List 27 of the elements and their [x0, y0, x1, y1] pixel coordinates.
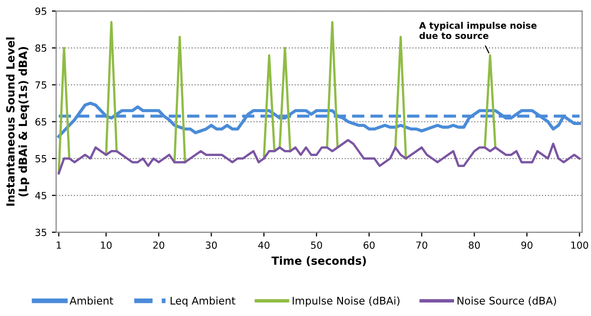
annotation: A typical impulse noise due to source: [419, 22, 537, 40]
legend-label: Noise Source (dBA): [458, 296, 556, 306]
x-tick-label: 80: [468, 241, 480, 249]
x-tick-label: 100: [571, 241, 588, 249]
x-tick-label: 70: [416, 241, 428, 249]
x-tick-label: 40: [258, 241, 270, 249]
x-tick-label: 90: [521, 241, 532, 249]
y-tick-label: 35: [35, 228, 46, 236]
x-axis-title: Time (seconds): [272, 256, 366, 266]
legend-label: Leq Ambient: [170, 296, 236, 307]
y-tick-label: 75: [36, 81, 46, 89]
legend-label: Impulse Noise (dBAi): [292, 296, 400, 307]
line-series: [57, 102, 582, 138]
line-series: [58, 138, 581, 174]
y-tick-label: 45: [35, 192, 46, 200]
x-tick-label: 60: [364, 241, 375, 249]
y-tick-label: 85: [35, 44, 46, 52]
x-tick-label: 1: [56, 242, 61, 249]
x-tick-label: 10: [100, 241, 112, 249]
legend-label: Ambient: [70, 296, 114, 305]
y-tick-label: 55: [35, 155, 46, 162]
x-tick-label: 20: [153, 241, 164, 249]
y-tick-label: 95: [35, 8, 46, 15]
y-axis-title: Instantaneous Sound Level (Lp dBAi & Leq(1s) dBA): [6, 38, 30, 206]
y-tick-label: 65: [35, 118, 46, 126]
x-tick-label: 30: [206, 241, 217, 249]
x-tick-label: 50: [311, 241, 322, 249]
